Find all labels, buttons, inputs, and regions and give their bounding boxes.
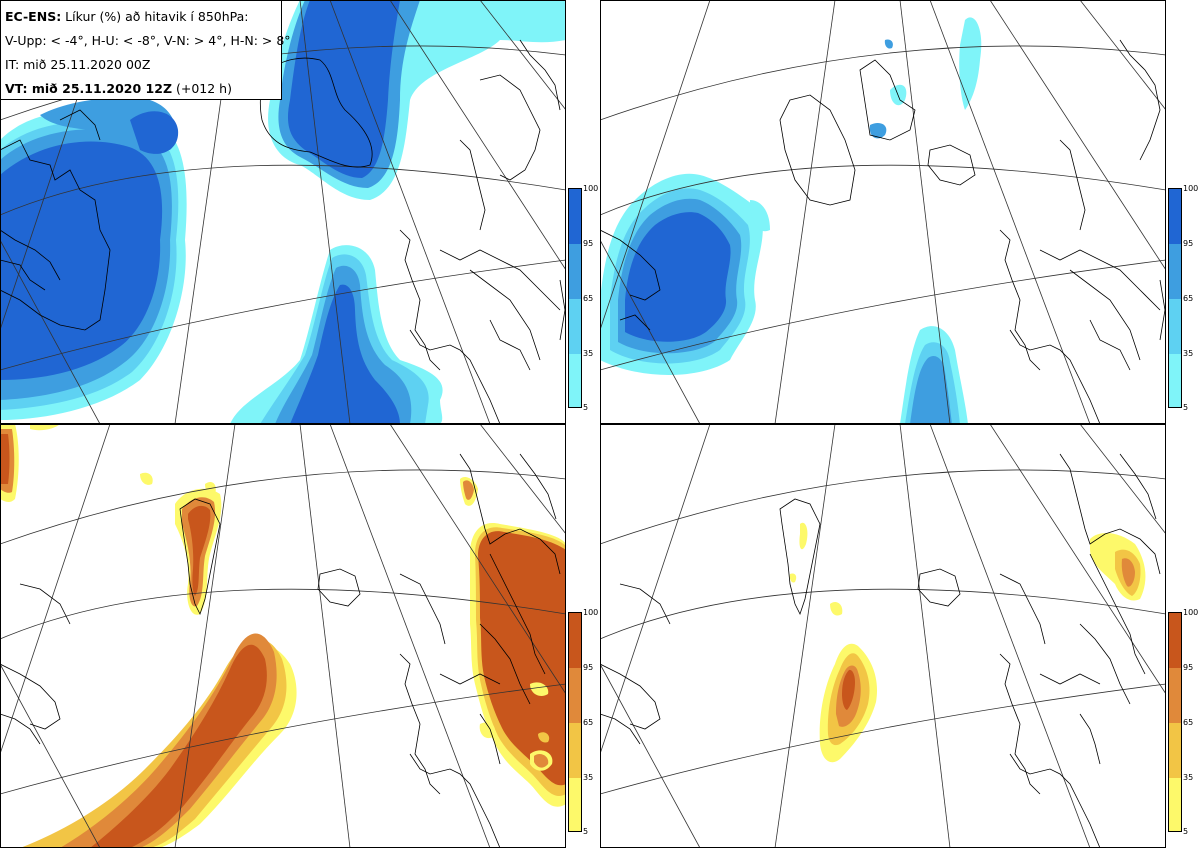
colorbar-bottom-left	[568, 612, 582, 832]
graticule	[0, 424, 566, 848]
colorbar-top-right	[1168, 188, 1182, 408]
cbar1-tick-95: 95	[583, 239, 594, 248]
prob-field-greenland-warm	[175, 482, 222, 615]
cbar1-tick-65: 65	[583, 294, 594, 303]
map-panel-bottom-right	[600, 424, 1166, 848]
prob-field-west-edge-warm	[0, 424, 153, 503]
map-panel-bottom-left	[0, 424, 566, 848]
map-bottom-left	[0, 424, 566, 848]
prob-field-small-cold	[869, 17, 982, 139]
cbar2-tick-5: 5	[1183, 403, 1189, 412]
cbar2-tick-100: 100	[1183, 184, 1199, 193]
coastlines	[600, 453, 1161, 848]
info-line-4: VT: mið 25.11.2020 12Z (+012 h)	[5, 81, 232, 96]
init-time: IT: mið 25.11.2020 00Z	[5, 57, 151, 72]
cbar3-tick-5: 5	[583, 827, 589, 836]
prob-field-iceland-cold	[268, 0, 566, 200]
info-line-1: EC-ENS: Líkur (%) að hitavik í 850hPa:	[5, 9, 249, 24]
prob-field-atlantic-south-cold	[900, 326, 968, 424]
graticule	[600, 424, 1166, 848]
cbar1-tick-35: 35	[583, 349, 594, 358]
cbar3-tick-100: 100	[583, 608, 599, 617]
prob-field-greenland-cold	[0, 98, 187, 420]
info-box: EC-ENS: Líkur (%) að hitavik í 850hPa: V…	[0, 0, 291, 100]
map-top-left	[0, 0, 566, 424]
graticule	[600, 0, 1166, 424]
prob-field-scandinavia-warm	[460, 477, 566, 807]
map-bottom-right	[600, 424, 1166, 848]
cbar4-tick-95: 95	[1183, 663, 1194, 672]
coastlines	[0, 453, 561, 848]
map-panel-top-left	[0, 0, 566, 424]
colorbar-bottom-right	[1168, 612, 1182, 832]
cbar4-tick-65: 65	[1183, 718, 1194, 727]
cbar3-tick-35: 35	[583, 773, 594, 782]
title-text: Líkur (%) að hitavik í 850hPa:	[61, 9, 249, 24]
cbar4-tick-100: 100	[1183, 608, 1199, 617]
cbar2-tick-35: 35	[1183, 349, 1194, 358]
cbar4-tick-35: 35	[1183, 773, 1194, 782]
prob-field-labrador-cold	[600, 173, 770, 375]
valid-time: VT: mið 25.11.2020 12Z	[5, 81, 173, 96]
cbar1-tick-5: 5	[583, 403, 589, 412]
model-label: EC-ENS:	[5, 9, 62, 24]
prob-field-atlantic-warm	[0, 633, 297, 848]
coastlines	[600, 39, 1166, 424]
cbar3-tick-65: 65	[583, 718, 594, 727]
prob-field-atlantic-cold	[230, 245, 443, 424]
graticule	[0, 0, 566, 424]
cbar3-tick-95: 95	[583, 663, 594, 672]
prob-field-atlantic-small-warm	[819, 602, 878, 763]
prob-field-scandinavia-small-warm	[789, 522, 1146, 601]
lead-time: (+012 h)	[172, 81, 232, 96]
map-top-right	[600, 0, 1166, 424]
cbar2-tick-65: 65	[1183, 294, 1194, 303]
cbar1-tick-100: 100	[583, 184, 599, 193]
panel-legend-text: V-Upp: < -4°, H-U: < -8°, V-N: > 4°, H-N…	[5, 33, 291, 48]
colorbar-top-left	[568, 188, 582, 408]
cbar2-tick-95: 95	[1183, 239, 1194, 248]
cbar4-tick-5: 5	[1183, 827, 1189, 836]
map-panel-top-right	[600, 0, 1166, 424]
